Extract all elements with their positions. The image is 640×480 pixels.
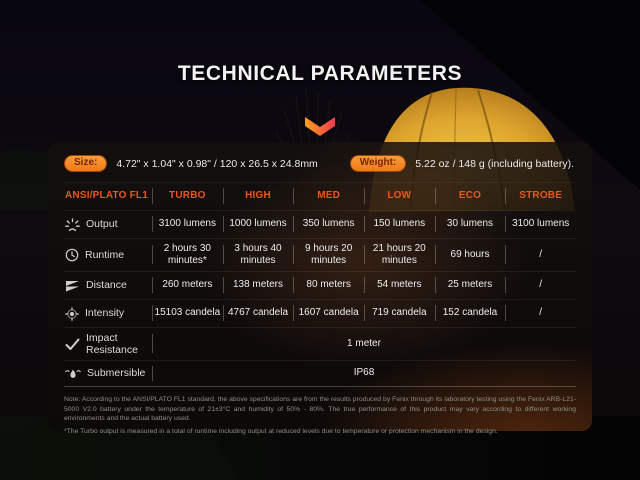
distance-med: 80 meters [293,272,364,299]
runtime-eco: 69 hours [434,239,506,271]
beam-distance-icon [65,280,80,292]
table-row-distance: Distance 260 meters 138 meters 80 meters… [64,272,576,300]
row-label-text: Submersible [87,367,146,380]
distance-eco: 25 meters [434,272,506,299]
column-header-standard: ANSI/PLATO FL1 [65,190,148,202]
target-icon [65,306,79,321]
size-badge: Size: [64,155,108,172]
output-low: 150 lumens [363,211,435,238]
column-header-low: LOW [363,183,435,210]
size-weight-row: Size: 4.72" x 1.04" x 0.98" / 120 x 26.5… [48,142,592,174]
row-label-runtime: Runtime [64,239,152,271]
runtime-strobe: / [505,239,576,271]
row-label-impact-resistance: Impact Resistance [64,328,152,360]
intensity-turbo: 15103 candela [152,300,223,327]
page-title: TECHNICAL PARAMETERS [177,62,463,85]
runtime-med: 9 hours 20 minutes [293,239,364,271]
light-output-icon [65,217,80,232]
runtime-turbo: 2 hours 30 minutes* [152,239,223,271]
row-label-text: Output [86,218,118,231]
runtime-low: 21 hours 20 minutes [363,239,435,271]
size-value: 4.72" x 1.04" x 0.98" / 120 x 26.5 x 24.… [116,157,318,170]
chevron-down-icon [305,117,335,136]
distance-high: 138 meters [222,272,294,299]
output-high: 1000 lumens [222,211,294,238]
size-group: Size: 4.72" x 1.04" x 0.98" / 120 x 26.5… [64,155,318,172]
weight-badge: Weight: [349,155,407,172]
row-label-text: Intensity [85,307,125,320]
fl1-standard-note: Note: According to the ANSI/PLATO FL1 st… [64,396,576,423]
intensity-low: 719 candela [363,300,435,327]
water-splash-icon [65,368,81,380]
spec-table: ANSI/PLATO FL1 TURBO HIGH MED LOW ECO ST… [64,182,576,387]
intensity-strobe: / [505,300,576,327]
distance-turbo: 260 meters [152,272,223,299]
impact-resistance-value: 1 meter [152,328,576,360]
row-label-text: Distance [86,279,127,292]
column-header-eco: ECO [434,183,506,210]
table-row-submersible: Submersible IP68 [64,361,576,387]
weight-value: 5.22 oz / 148 g (including battery). [415,157,574,170]
row-label-submersible: Submersible [64,361,152,386]
distance-low: 54 meters [363,272,435,299]
row-label-intensity: Intensity [64,300,152,327]
intensity-med: 1607 candela [293,300,364,327]
output-med: 350 lumens [293,211,364,238]
spec-panel: Size: 4.72" x 1.04" x 0.98" / 120 x 26.5… [48,142,592,435]
table-row-output: Output 3100 lumens 1000 lumens 350 lumen… [64,211,576,239]
table-row-runtime: Runtime 2 hours 30 minutes* 3 hours 40 m… [64,239,576,272]
submersible-value: IP68 [152,361,576,386]
table-row-impact-resistance: Impact Resistance 1 meter [64,328,576,361]
distance-strobe: / [505,272,576,299]
table-row-intensity: Intensity 15103 candela 4767 candela 160… [64,300,576,328]
row-label-distance: Distance [64,272,152,299]
row-label-text: Runtime [85,248,125,261]
runtime-high: 3 hours 40 minutes [222,239,294,271]
column-header-turbo: TURBO [152,183,223,210]
output-turbo: 3100 lumens [152,211,223,238]
table-header-row: ANSI/PLATO FL1 TURBO HIGH MED LOW ECO ST… [64,182,576,211]
column-header-med: MED [293,183,364,210]
turbo-output-note: *The Turbo output is measured in a total… [64,427,498,435]
intensity-high: 4767 candela [222,300,294,327]
intensity-eco: 152 candela [434,300,506,327]
clock-icon [65,248,79,262]
checkmark-icon [65,338,80,351]
column-header-high: HIGH [222,183,294,210]
row-label-output: Output [64,211,152,238]
column-header-strobe: STROBE [505,183,576,210]
row-label-text: Impact Resistance [86,331,138,356]
footnotes: Note: According to the ANSI/PLATO FL1 st… [48,387,592,437]
output-strobe: 3100 lumens [505,211,576,238]
output-eco: 30 lumens [434,211,506,238]
weight-group: Weight: 5.22 oz / 148 g (including batte… [349,155,574,172]
